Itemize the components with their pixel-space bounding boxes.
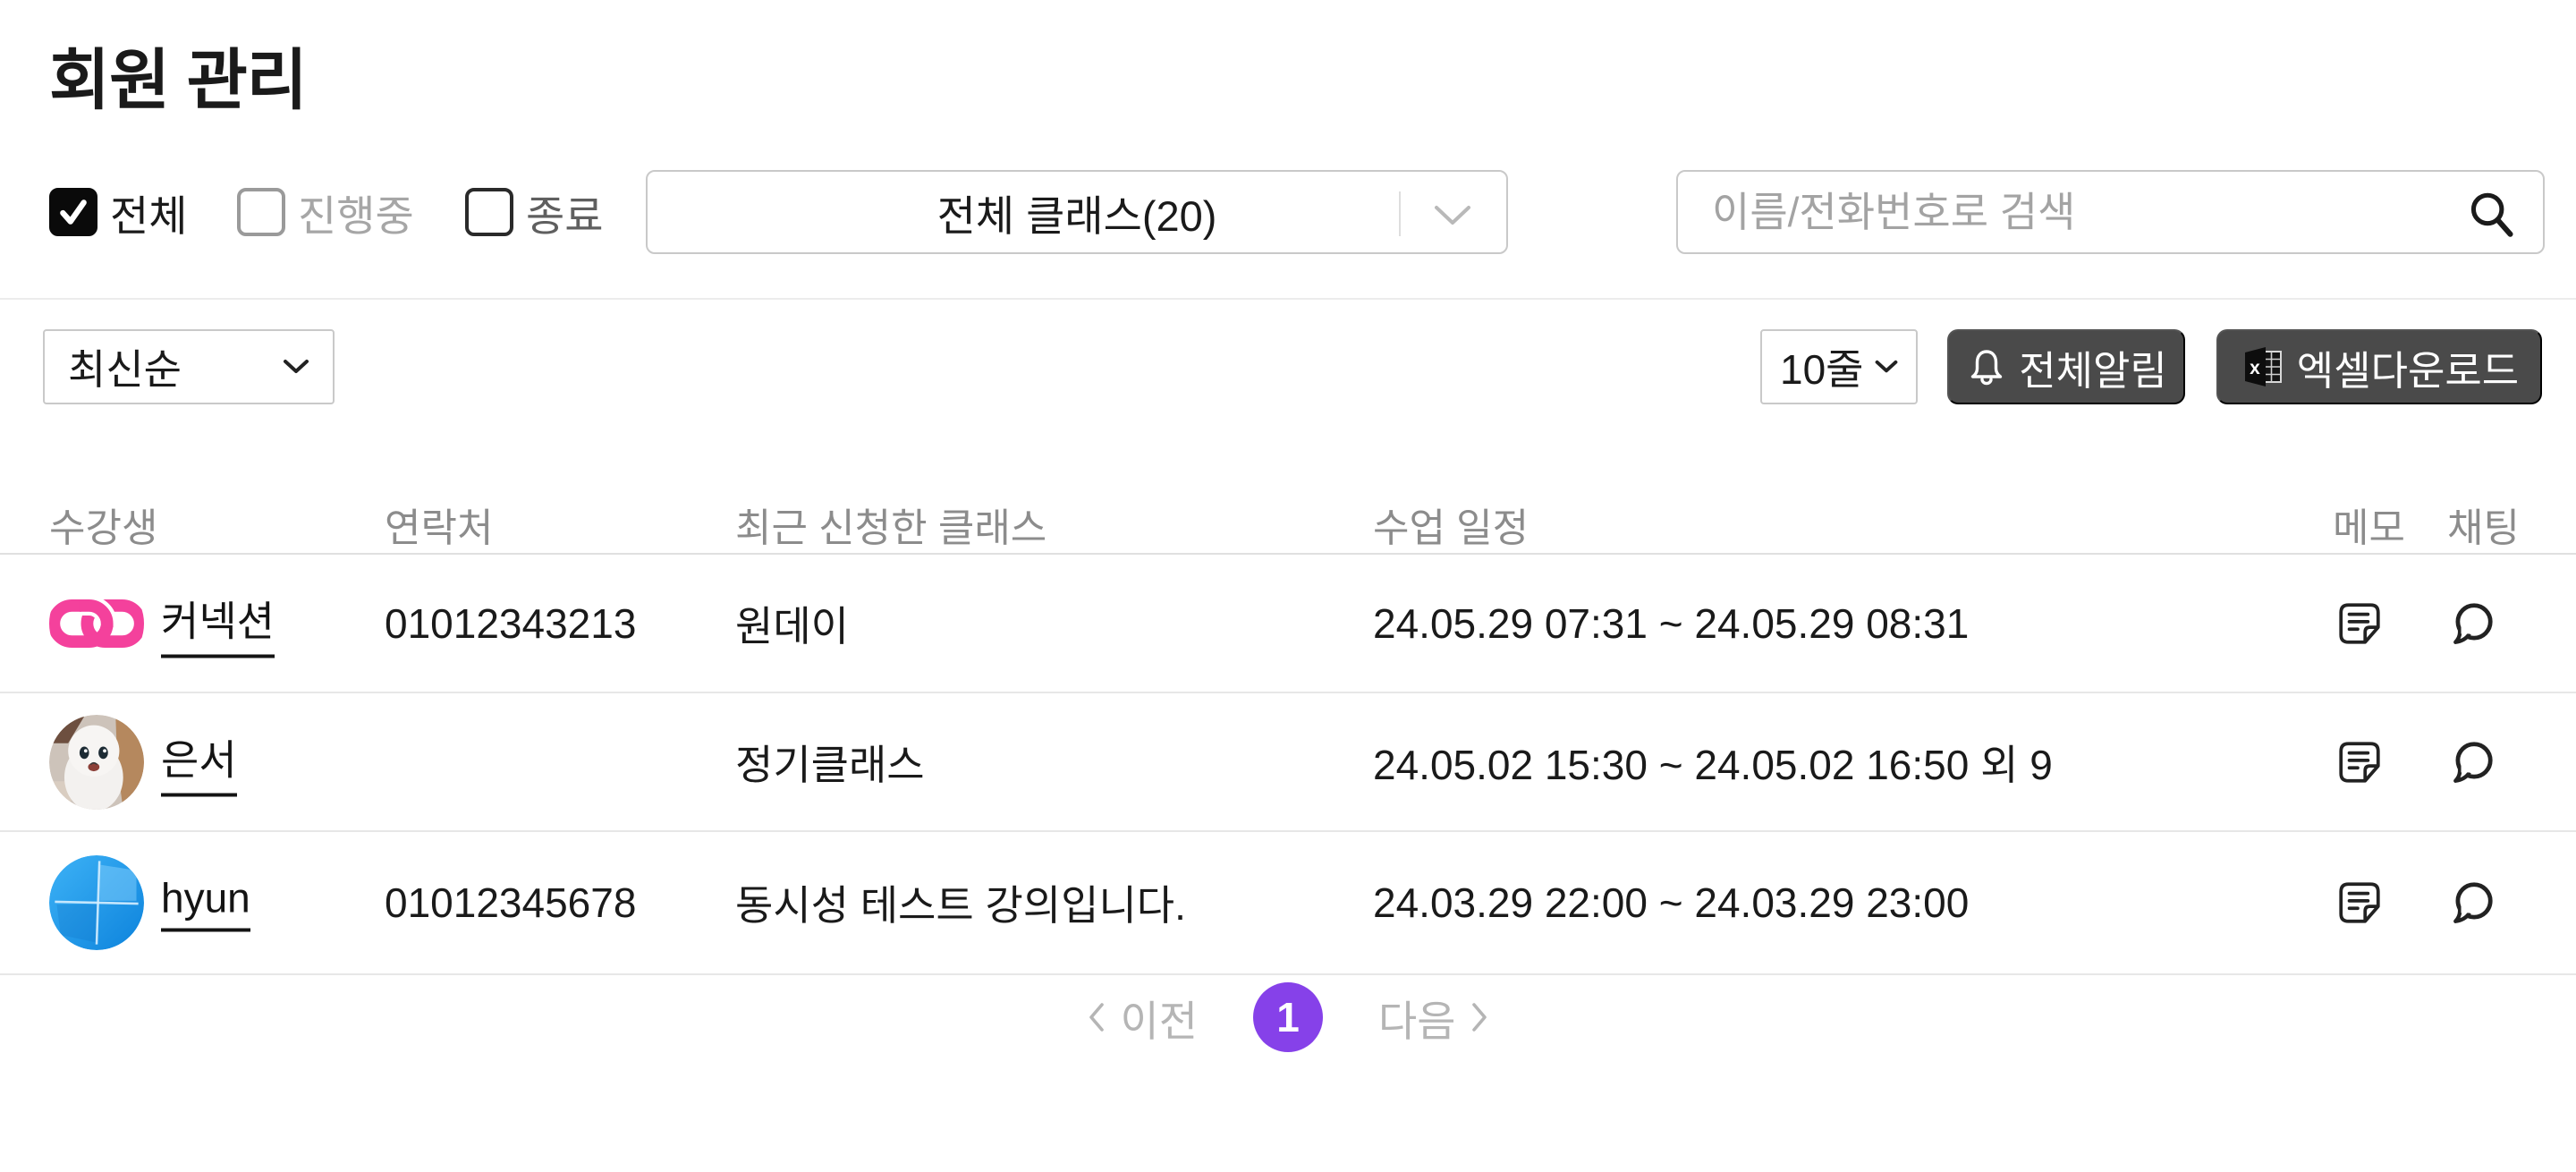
memo-icon (2339, 741, 2380, 783)
chevron-down-icon (1435, 206, 1470, 225)
chat-button[interactable] (2447, 599, 2497, 649)
filter-row: 전체 진행중 종료 전체 클래스(20) (0, 170, 2576, 254)
pink-chain-logo-icon (49, 595, 144, 648)
table-header: 수강생 연락처 최근 신청한 클래스 수업 일정 메모 채팅 (0, 483, 2576, 555)
student-name-link[interactable]: 은서 (161, 727, 237, 796)
table-row: 은서 정기클래스 24.05.02 15:30 ~ 24.05.02 16:50… (0, 693, 2576, 832)
notify-all-button[interactable]: 전체알림 (1947, 329, 2185, 404)
header-recent-class: 최근 신청한 클래스 (735, 506, 1047, 550)
memo-button[interactable] (2334, 737, 2385, 787)
pagination-next-label: 다음 (1378, 997, 1456, 1045)
blue-windows-logo (49, 855, 144, 950)
dropdown-divider (1399, 191, 1401, 236)
filter-checkbox-ended[interactable]: 종료 (465, 170, 603, 254)
chat-button[interactable] (2447, 737, 2497, 787)
chevron-right-icon (1472, 1003, 1487, 1032)
table-header-border (0, 553, 2576, 555)
memo-button[interactable] (2334, 878, 2385, 928)
bell-icon (1970, 350, 2003, 386)
class-filter-value: 전체 클래스(20) (936, 191, 1217, 240)
notify-all-label: 전체알림 (2019, 347, 2167, 394)
chevron-down-icon (284, 360, 309, 373)
table-row: 커넥션 01012343213 원데이 24.05.29 07:31 ~ 24.… (0, 555, 2576, 693)
student-name-link[interactable]: hyun (161, 874, 250, 932)
toolbar-row: 최신순 10줄 전체알림 (0, 329, 2576, 404)
sort-select[interactable]: 최신순 (43, 329, 335, 404)
memo-button[interactable] (2334, 599, 2385, 649)
class-filter-dropdown[interactable]: 전체 클래스(20) (646, 170, 1508, 254)
student-name-link[interactable]: 커넥션 (161, 589, 275, 658)
pagination-prev[interactable]: 이전 (1087, 987, 1198, 1049)
class-schedule: 24.05.02 15:30 ~ 24.05.02 16:50 외 9 (1373, 741, 2053, 788)
bunny-photo (49, 714, 144, 810)
avatar-bunny-photo (49, 714, 144, 810)
student-phone: 01012343213 (385, 599, 637, 647)
search-box (1676, 170, 2545, 254)
excel-download-label: 엑셀다운로드 (2296, 347, 2520, 394)
checkbox-all[interactable] (49, 188, 97, 236)
rows-per-page-select[interactable]: 10줄 (1760, 329, 1918, 404)
student-phone: 01012345678 (385, 879, 637, 926)
chevron-left-icon (1089, 1003, 1104, 1032)
checkbox-inprogress-label: 진행중 (298, 191, 414, 240)
avatar-connection-logo (49, 576, 144, 671)
class-schedule: 24.03.29 22:00 ~ 24.03.29 23:00 (1373, 879, 1970, 926)
chat-bubble-icon (2453, 882, 2493, 923)
filter-checkbox-inprogress[interactable]: 진행중 (237, 170, 414, 254)
sort-select-value: 최신순 (68, 346, 182, 393)
checkbox-inprogress[interactable] (237, 188, 285, 236)
checkbox-ended[interactable] (465, 188, 513, 236)
header-schedule: 수업 일정 (1373, 506, 1530, 550)
chat-bubble-icon (2453, 602, 2493, 644)
rows-per-page-value: 10줄 (1780, 346, 1864, 393)
pagination-prev-label: 이전 (1120, 997, 1198, 1045)
page-title: 회원 관리 (49, 43, 308, 117)
chat-button[interactable] (2447, 878, 2497, 928)
header-memo: 메모 (2333, 506, 2405, 550)
search-input[interactable] (1678, 172, 2543, 252)
chat-bubble-icon (2453, 741, 2493, 783)
svg-text:x: x (2250, 358, 2260, 378)
recent-class: 동시성 테스트 강의입니다. (735, 882, 1186, 929)
recent-class: 정기클래스 (735, 741, 925, 788)
excel-download-button[interactable]: x 엑셀다운로드 (2216, 329, 2542, 404)
search-icon[interactable] (2466, 189, 2518, 241)
table-row: hyun 01012345678 동시성 테스트 강의입니다. 24.03.29… (0, 832, 2576, 975)
pagination: 이전 1 다음 (0, 982, 2576, 1052)
header-contact: 연락처 (385, 506, 494, 550)
chevron-down-icon (1875, 360, 1898, 373)
checkbox-ended-label: 종료 (526, 191, 604, 240)
checkbox-all-label: 전체 (110, 191, 188, 240)
pagination-next[interactable]: 다음 (1378, 987, 1489, 1049)
class-schedule: 24.05.29 07:31 ~ 24.05.29 08:31 (1373, 599, 1970, 647)
avatar-windows-blue (49, 855, 144, 950)
header-chat: 채팅 (2447, 506, 2520, 550)
section-divider (0, 298, 2576, 300)
filter-checkbox-all[interactable]: 전체 (49, 170, 187, 254)
recent-class: 원데이 (735, 602, 849, 650)
excel-icon: x (2244, 347, 2282, 386)
memo-icon (2339, 882, 2380, 923)
header-student: 수강생 (49, 506, 158, 550)
pagination-current-page[interactable]: 1 (1253, 982, 1323, 1052)
check-icon (60, 200, 87, 225)
memo-icon (2339, 602, 2380, 644)
